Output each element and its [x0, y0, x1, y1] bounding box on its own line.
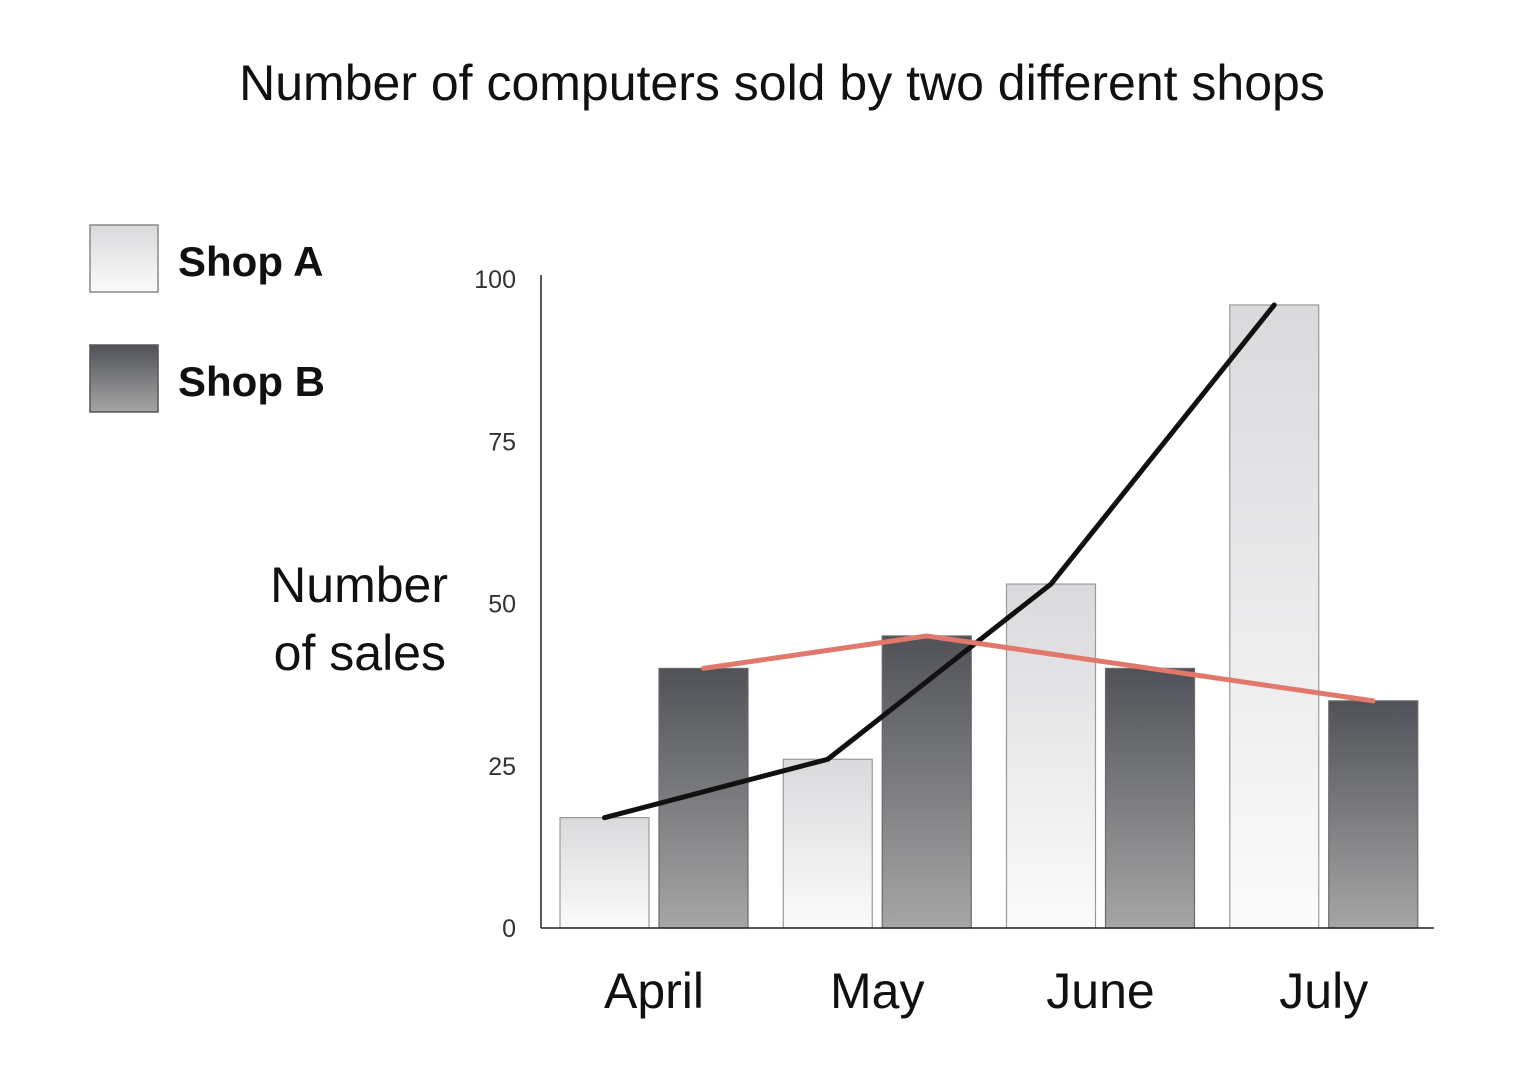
trend-line-shop-a: [602, 302, 1277, 821]
legend-label-shop-b: Shop B: [178, 358, 325, 405]
legend: Shop A Shop B: [89, 224, 325, 413]
legend-swatch-shop-b: [89, 344, 159, 413]
x-axis-ticks: April May June July: [604, 963, 1368, 1019]
y-axis-title: Number of sales: [270, 557, 448, 681]
y-tick-label-100: 100: [474, 266, 516, 294]
y-tick-label-75: 75: [488, 428, 516, 456]
y-axis-title-line-2: of sales: [274, 625, 446, 681]
y-tick-label-0: 0: [502, 915, 516, 943]
y-tick-label-25: 25: [488, 753, 516, 781]
bar-shop-a-june: [1005, 583, 1097, 929]
trend-lines: [602, 302, 1376, 821]
y-axis-title-line-1: Number: [270, 557, 448, 613]
bars: [559, 304, 1419, 929]
x-tick-label-july: July: [1279, 963, 1368, 1019]
bar-shop-a-april: [559, 817, 650, 929]
legend-item-shop-a: Shop A: [89, 224, 323, 293]
bar-shop-a-may: [782, 758, 873, 929]
x-tick-label-june: June: [1046, 963, 1154, 1019]
bar-shop-a-july: [1229, 304, 1320, 929]
bar-shop-b-july: [1328, 700, 1419, 929]
legend-label-shop-a: Shop A: [178, 238, 323, 285]
legend-item-shop-b: Shop B: [89, 344, 325, 413]
x-tick-label-april: April: [604, 963, 704, 1019]
legend-swatch-shop-a: [89, 224, 159, 293]
chart-title: Number of computers sold by two differen…: [239, 55, 1325, 111]
y-axis-ticks: 0 25 50 75 100: [474, 266, 516, 943]
y-tick-label-50: 50: [488, 591, 516, 619]
trend-line-shop-b: [701, 633, 1376, 704]
x-tick-label-may: May: [830, 963, 924, 1019]
bar-shop-b-june: [1104, 667, 1196, 929]
